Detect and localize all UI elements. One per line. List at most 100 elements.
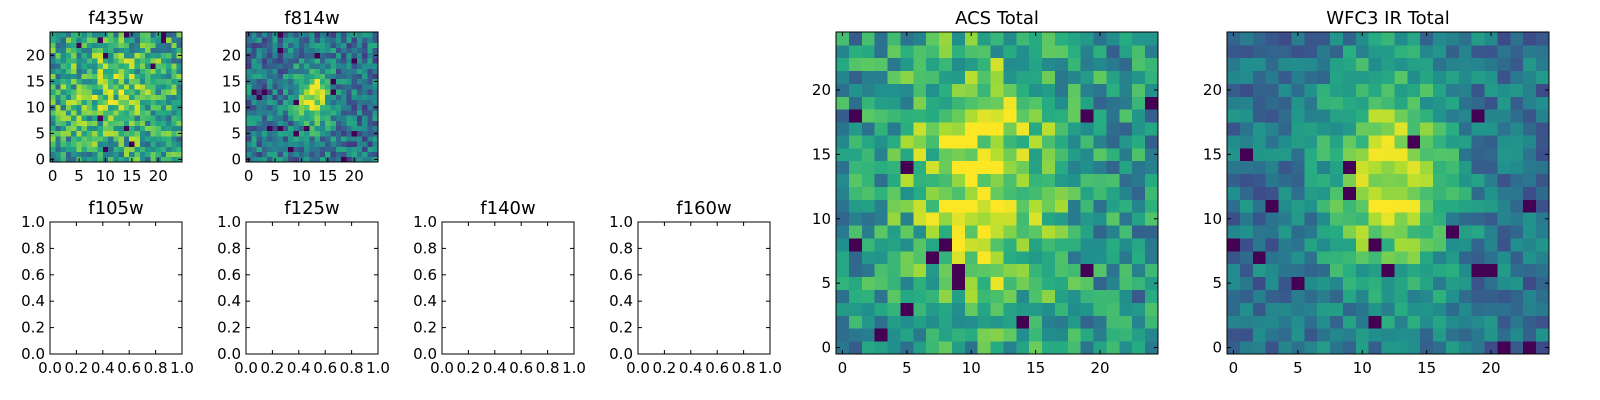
heatmap-cell (1433, 289, 1447, 303)
heatmap-cell (1420, 57, 1434, 72)
heatmap-cell (272, 120, 279, 126)
heatmap-cell (913, 32, 927, 46)
heatmap-cell (887, 32, 901, 46)
heatmap-cell (367, 151, 374, 158)
heatmap-cell (129, 52, 135, 59)
heatmap-cell (1471, 341, 1485, 355)
heatmap-cell (166, 78, 172, 85)
heatmap-cell (1342, 199, 1357, 213)
heatmap-cell (1054, 70, 1069, 84)
heatmap-cell (1407, 83, 1421, 97)
heatmap-cell (267, 63, 273, 69)
heatmap-cell (1342, 173, 1357, 187)
heatmap-cell (1265, 57, 1279, 72)
heatmap-cell (977, 32, 991, 46)
heatmap-cell (325, 104, 331, 111)
heatmap-cell (367, 84, 374, 90)
heatmap-cell (1458, 341, 1473, 355)
heatmap-cell (1016, 238, 1030, 252)
heatmap-cell (367, 42, 374, 48)
heatmap-cell (123, 156, 130, 163)
heatmap-cell (267, 115, 273, 121)
heatmap-cell (1394, 212, 1408, 226)
heatmap-cell (325, 136, 331, 142)
heatmap-cell (251, 156, 257, 163)
heatmap-cell (356, 68, 363, 74)
heatmap-cell (1407, 32, 1421, 46)
heatmap-cell (1119, 225, 1133, 239)
heatmap-cell (346, 125, 352, 132)
heatmap-cell (1252, 186, 1267, 200)
heatmap-cell (926, 250, 940, 265)
heatmap-cell (1368, 276, 1382, 290)
heatmap-cell (1093, 302, 1107, 316)
heatmap-cell (887, 225, 901, 239)
heatmap-cell (92, 125, 98, 132)
heatmap-cell (118, 104, 125, 111)
heatmap-cell (134, 52, 141, 59)
x-tick-label: 20 (345, 167, 364, 185)
heatmap-cell (92, 63, 98, 69)
heatmap-cell (1523, 263, 1537, 278)
heatmap-cell (160, 32, 167, 38)
heatmap-cell (1252, 276, 1267, 290)
heatmap-cell (1067, 57, 1082, 72)
heatmap-cell (939, 173, 953, 187)
chart-title: f814w (284, 8, 339, 29)
heatmap-cell (1291, 276, 1305, 290)
heatmap-cell (150, 146, 156, 152)
heatmap-cell (1029, 199, 1043, 213)
heatmap-cell (356, 73, 363, 80)
heatmap-cell (1291, 109, 1305, 123)
heatmap-cell (166, 125, 172, 132)
heatmap-cell (160, 63, 167, 69)
heatmap-cell (874, 83, 888, 97)
heatmap-cell (1317, 32, 1331, 46)
heatmap-cell (351, 115, 358, 121)
heatmap-cell (341, 89, 347, 95)
heatmap-cell (123, 68, 130, 74)
heatmap-cell (1003, 109, 1017, 123)
heatmap-cell (1067, 147, 1082, 162)
heatmap-cell (990, 83, 1004, 97)
heatmap-cell (1093, 83, 1107, 97)
heatmap-cell (325, 37, 331, 43)
heatmap-cell (341, 68, 347, 74)
heatmap-cell (848, 302, 863, 316)
heatmap-cell (150, 37, 156, 43)
heatmap-cell (129, 37, 135, 43)
heatmap-cell (55, 58, 61, 64)
heatmap-cell (1252, 173, 1267, 187)
heatmap-cell (171, 136, 178, 142)
heatmap-cell (150, 94, 156, 100)
heatmap-cell (65, 73, 72, 80)
heatmap-cell (1445, 160, 1460, 175)
heatmap-cell (86, 52, 93, 59)
heatmap-cell (251, 141, 257, 147)
heatmap-cell (1458, 160, 1473, 175)
heatmap-cell (1355, 173, 1370, 187)
heatmap-cell (335, 68, 342, 74)
heatmap-cell (277, 110, 284, 116)
heatmap-cell (171, 63, 178, 69)
heatmap-cell (314, 47, 321, 54)
heatmap-cell (1054, 186, 1069, 200)
heatmap-cell (60, 136, 67, 142)
panel-f125w: 0.0 0.2 0.4 0.6 0.8 1.00.00.20.40.60.81.0f125… (217, 198, 390, 377)
heatmap-cell (102, 52, 109, 59)
heatmap-cell (65, 156, 72, 163)
heatmap-cell (160, 37, 167, 43)
heatmap-cell (1239, 186, 1254, 200)
heatmap-cell (861, 341, 876, 355)
heatmap-cell (1119, 199, 1133, 213)
heatmap-cell (267, 136, 273, 142)
heatmap-cell (298, 99, 305, 106)
heatmap-cell (246, 63, 252, 69)
heatmap-cell (1407, 186, 1421, 200)
heatmap-cell (1420, 225, 1434, 239)
heatmap-cell (1458, 57, 1473, 72)
heatmap-cell (60, 115, 67, 121)
heatmap-cell (1265, 96, 1279, 110)
axes-frame (245, 221, 379, 355)
heatmap-cell (319, 125, 326, 132)
